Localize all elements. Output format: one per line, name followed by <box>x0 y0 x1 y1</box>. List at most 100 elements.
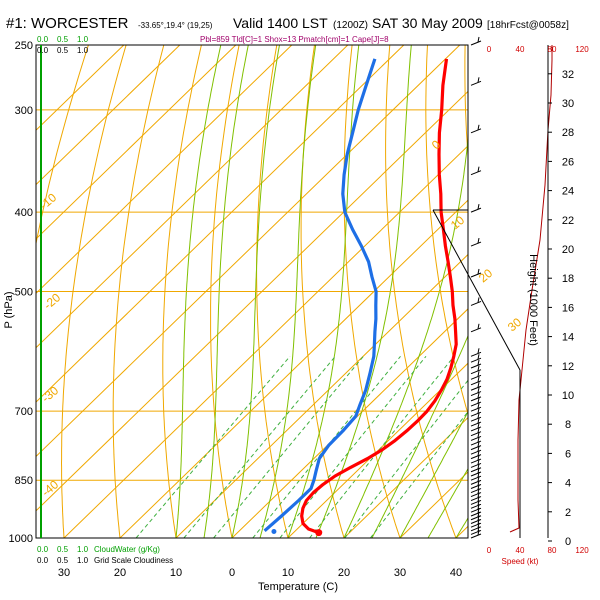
wind-barb-flag-32 <box>477 392 480 398</box>
wind-barb-36 <box>470 374 482 380</box>
dry-adiabat-0 <box>210 45 240 538</box>
wind-barb-45 <box>470 207 482 213</box>
temperature-tick-3: 0 <box>229 567 235 579</box>
wind-barb-flag-28 <box>477 413 480 419</box>
wind-barb-38 <box>470 363 482 369</box>
wind-barb-flag-22 <box>477 441 480 447</box>
wind-barb-19 <box>470 458 482 464</box>
top-cloud-label-0: 0.0 <box>37 46 49 55</box>
wind-barb-10 <box>470 496 482 501</box>
wind-barb-17 <box>470 467 482 473</box>
height-tick-26: 26 <box>562 156 574 168</box>
bottom-cloud-tick-0: 0.0 <box>37 545 49 554</box>
pressure-tick-300: 300 <box>15 105 33 117</box>
top-cloud-label-2: 1.0 <box>77 46 89 55</box>
moist-adiabat-25 <box>371 334 468 538</box>
speed-tick-bottom-120: 120 <box>575 546 589 555</box>
height-pressure-connector <box>432 209 521 371</box>
forecast-tag: [18hrFcst@0058z] <box>487 20 569 31</box>
height-tick-14: 14 <box>562 332 574 344</box>
isotherm-0 <box>231 308 468 538</box>
wind-barb-9 <box>470 499 482 505</box>
pressure-tick-500: 500 <box>15 287 33 299</box>
dry-adiabat-50 <box>425 45 468 416</box>
sounding-series <box>263 58 458 537</box>
temperature-tick-0: 30 <box>58 567 70 579</box>
bottom-cloud-tick-1: 0.5 <box>57 545 69 554</box>
dry-adiabat-40 <box>385 45 457 538</box>
wind-barb-flag-36 <box>477 371 480 377</box>
wind-barb-29 <box>470 411 482 417</box>
wind-speed-profile <box>509 45 553 533</box>
wind-barb-flag-23 <box>477 436 480 443</box>
wind-barb-47 <box>470 128 482 134</box>
wind-barb-18 <box>470 462 482 468</box>
height-axis-label: Height (1000 Feet) <box>527 254 539 346</box>
dry-adiabat--20 <box>112 45 165 538</box>
top-cloud-tick-1: 0.5 <box>57 35 69 44</box>
temperature-tick-2: 10 <box>170 567 182 579</box>
top-cloud-tick-0: 0.0 <box>37 35 49 44</box>
wind-barb-46 <box>470 170 482 176</box>
wind-barb-31 <box>470 401 482 407</box>
wind-barb-flag-44 <box>477 237 480 244</box>
wind-barb-15 <box>470 475 482 481</box>
wind-barb-41 <box>470 327 482 333</box>
moist-adiabat-10 <box>287 45 360 538</box>
sounding-indices: Pbl=859 Tld[C]=1 Shox=13 Pmatch[cm]=1 Ca… <box>200 35 389 44</box>
speed-tick-top-120: 120 <box>575 45 589 54</box>
wind-barb-20 <box>470 454 482 460</box>
wind-barb-26 <box>470 426 482 432</box>
wind-barb-6 <box>470 511 482 517</box>
mixing-ratio-lines: 12357101520 <box>135 355 468 538</box>
bottom-cloud-tick-2: 1.0 <box>77 545 89 554</box>
wind-barb-30 <box>470 406 482 412</box>
wind-barb-35 <box>470 380 482 386</box>
x-axis-label: Temperature (C) <box>258 581 338 593</box>
mixing-ratio-7 <box>279 355 427 538</box>
speed-tick-bottom-0: 0 <box>487 546 492 555</box>
valid-date: SAT 30 May 2009 <box>372 15 483 31</box>
wind-barb-flag-27 <box>477 417 480 424</box>
wind-barb-44 <box>470 241 482 247</box>
temperature-tick-5: 20 <box>338 567 350 579</box>
wind-barb-flag-42 <box>477 297 480 303</box>
temperature-tick-1: 20 <box>114 567 126 579</box>
surface-temperature-point <box>315 529 323 537</box>
wind-barb-flag-25 <box>477 427 480 433</box>
wind-barb-flag-30 <box>477 403 480 409</box>
valid-utc: (1200Z) <box>333 20 368 31</box>
height-tick-16: 16 <box>562 302 574 314</box>
wind-barb-4 <box>470 519 482 524</box>
wind-barb-flag-37 <box>477 365 480 371</box>
mixing-ratio-3 <box>213 355 364 538</box>
height-tick-30: 30 <box>562 98 574 110</box>
speed-tick-top-80: 80 <box>548 45 557 54</box>
moist-adiabat-15 <box>315 45 412 538</box>
height-tick-8: 8 <box>565 419 571 431</box>
wind-barb-flag-35 <box>477 376 480 382</box>
wind-barb-40 <box>470 351 482 357</box>
wind-barbs <box>470 36 482 539</box>
wind-speed-line <box>509 45 553 533</box>
height-tick-22: 22 <box>562 215 574 227</box>
cloudiness-label: Grid Scale Cloudiness <box>94 556 173 565</box>
moist-adiabat-lines <box>175 45 468 538</box>
moist-adiabat--10 <box>175 45 222 538</box>
wind-barb-flag-38 <box>477 359 480 366</box>
wind-barb-flag-29 <box>477 408 480 414</box>
height-tick-2: 2 <box>565 507 571 519</box>
speed-tick-top-40: 40 <box>516 45 525 54</box>
speed-axis-label: Speed (kt) <box>502 557 539 566</box>
temperature-line <box>300 58 458 535</box>
wind-barb-13 <box>470 484 482 489</box>
pressure-tick-700: 700 <box>15 406 33 418</box>
wind-barb-flag-47 <box>477 124 480 130</box>
isotherm--110 <box>36 45 125 131</box>
dry-adiabat--30 <box>60 45 127 538</box>
valid-time: Valid 1400 LST <box>233 15 328 31</box>
wind-barb-flag-34 <box>477 382 480 388</box>
dry-adiabat--40 <box>36 45 89 247</box>
height-tick-12: 12 <box>562 361 574 373</box>
